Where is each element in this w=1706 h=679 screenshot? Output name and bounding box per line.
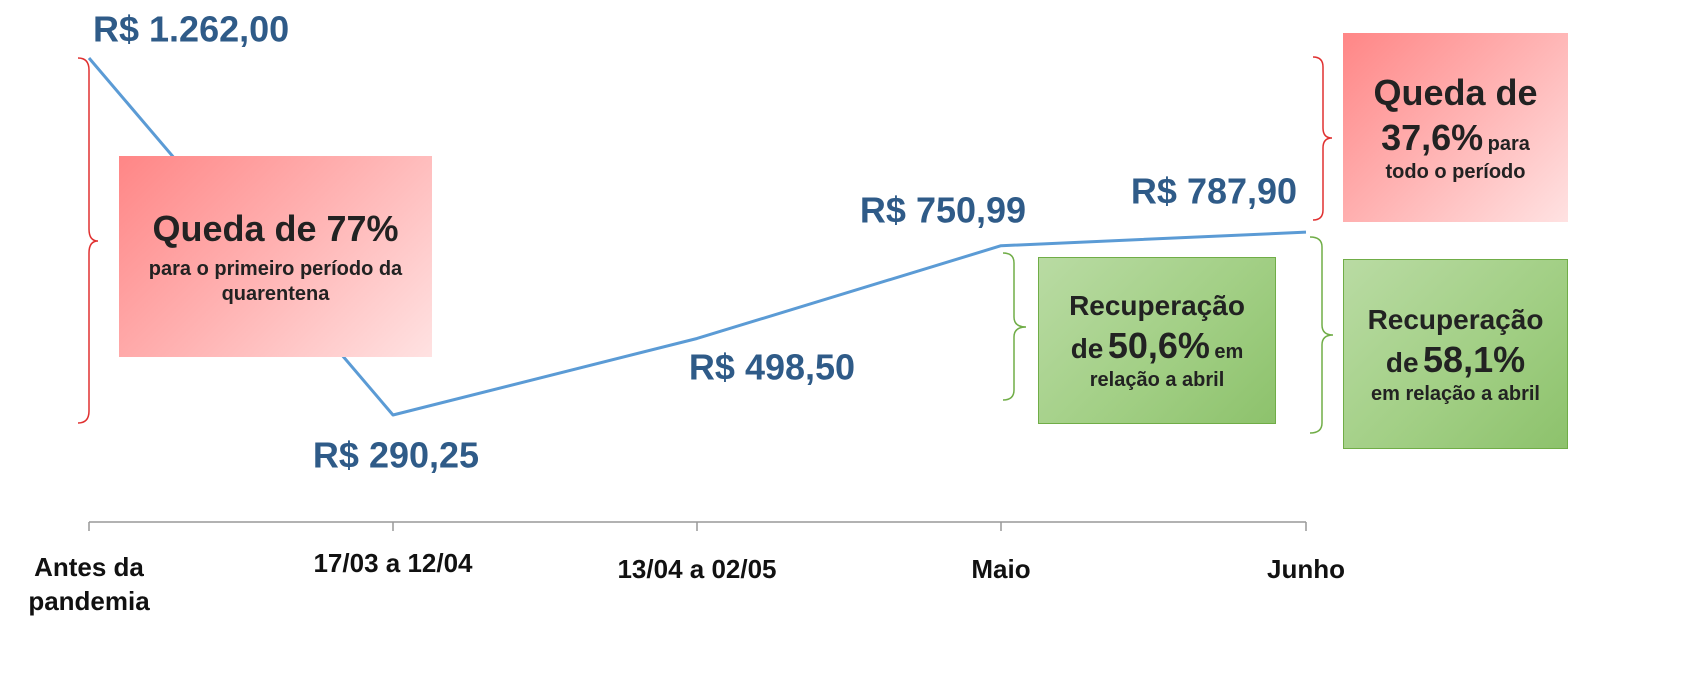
annotation-text: de bbox=[1385, 346, 1419, 378]
annotation-text: Queda de bbox=[1373, 72, 1538, 113]
value-label: R$ 290,25 bbox=[313, 435, 479, 476]
annotation-box: Queda de 77% para o primeiro período da … bbox=[119, 156, 432, 357]
annotation-text: Queda de 77% bbox=[152, 208, 399, 249]
x-tick-label: Antes da pandemia bbox=[28, 552, 150, 616]
value-label: R$ 1.262,00 bbox=[93, 9, 289, 50]
annotation-text: em bbox=[1214, 341, 1244, 363]
x-tick-label: Maio bbox=[971, 554, 1031, 584]
value-label: R$ 498,50 bbox=[689, 347, 855, 388]
annotation-text: todo o período bbox=[1385, 161, 1526, 183]
annotation-text: 37,6% bbox=[1381, 117, 1484, 158]
annotation-box: Queda de 37,6% para todo o período bbox=[1343, 33, 1568, 222]
value-label: R$ 750,99 bbox=[860, 190, 1026, 231]
annotation-text: 58,1% bbox=[1423, 338, 1526, 380]
annotation-text: relação a abril bbox=[1089, 369, 1225, 391]
bracket bbox=[1002, 252, 1027, 401]
annotation-box: Recuperação de 58,1% em relação a abril bbox=[1343, 259, 1568, 449]
x-tick-label: 17/03 a 12/04 bbox=[313, 548, 473, 578]
x-tick-label: 13/04 a 02/05 bbox=[617, 554, 777, 584]
annotation-text: em relação a abril bbox=[1371, 382, 1540, 405]
annotation-text: Recuperação bbox=[1367, 303, 1544, 335]
x-tick-label: Junho bbox=[1267, 554, 1345, 584]
annotation-text: para bbox=[1487, 133, 1530, 155]
bracket bbox=[77, 57, 99, 424]
annotation-text: 50,6% bbox=[1107, 325, 1210, 366]
bracket bbox=[1309, 236, 1334, 434]
annotation-text: para o primeiro período da quarentena bbox=[148, 258, 403, 305]
bracket bbox=[1312, 56, 1333, 221]
annotation-text: de bbox=[1070, 333, 1104, 364]
annotation-box: Recuperação de 50,6% em relação a abril bbox=[1038, 257, 1276, 424]
annotation-text: Recuperação bbox=[1069, 290, 1245, 321]
value-label: R$ 787,90 bbox=[1131, 171, 1297, 212]
